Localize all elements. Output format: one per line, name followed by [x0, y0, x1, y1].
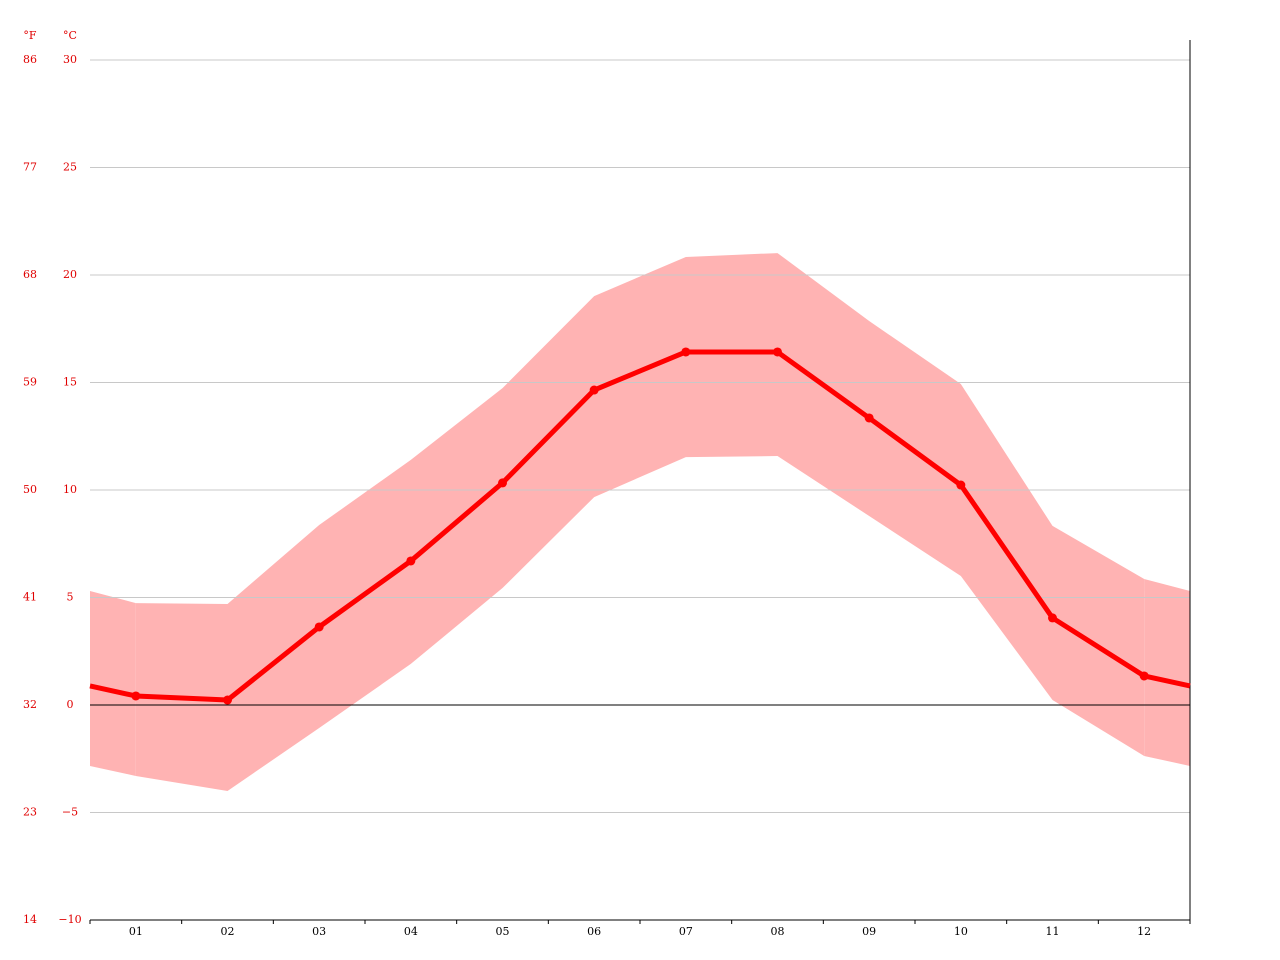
x-tick-label: 11: [1046, 925, 1060, 938]
mean-point: [1139, 671, 1149, 681]
mean-point: [498, 478, 507, 488]
y2-tick-label: 14: [23, 913, 37, 926]
y-tick-label: 5: [67, 591, 74, 604]
y2-tick-label: 41: [23, 591, 37, 604]
y-tick-label: 20: [63, 268, 77, 281]
mean-point: [1048, 613, 1057, 623]
mean-point: [773, 347, 782, 357]
y-tick-label: 15: [63, 376, 77, 389]
mean-point: [131, 691, 141, 701]
range-band-edge: [1144, 579, 1190, 766]
y2-tick-label: 68: [23, 268, 37, 281]
y2-tick-label: 59: [23, 376, 37, 389]
mean-point: [223, 695, 232, 705]
x-tick-label: 06: [587, 925, 601, 938]
mean-point: [406, 556, 416, 566]
x-tick-label: 03: [312, 925, 326, 938]
y-tick-label: 30: [63, 53, 77, 66]
mean-point: [314, 622, 324, 632]
x-tick-label: 05: [496, 925, 510, 938]
y-tick-label: 10: [63, 483, 77, 496]
x-tick-label: 09: [862, 925, 876, 938]
y2-tick-label: 77: [23, 161, 37, 174]
y2-tick-label: 23: [23, 806, 37, 819]
line-edge: [1143, 673, 1191, 689]
mean-point: [589, 385, 599, 395]
mean-line: [135, 349, 1146, 703]
y2-axis-label: °F: [23, 29, 37, 42]
x-tick-label: 02: [221, 925, 235, 938]
x-tick-label: 07: [679, 925, 693, 938]
x-tick-label: 04: [404, 925, 418, 938]
y-tick-label: 0: [67, 698, 74, 711]
x-tick-label: 01: [129, 925, 143, 938]
x-tick-label: 10: [954, 925, 968, 938]
y-axis-label: °C: [63, 29, 77, 42]
x-tick-label: 12: [1137, 925, 1151, 938]
y2-tick-label: 50: [23, 483, 37, 496]
range-band-edge: [90, 591, 136, 776]
mean-point: [956, 480, 966, 490]
mean-point: [864, 413, 874, 423]
y2-tick-label: 86: [23, 53, 37, 66]
range-band: [135, 253, 1145, 791]
y-tick-label: −5: [62, 806, 78, 819]
mean-point: [681, 347, 691, 357]
y2-tick-label: 32: [23, 698, 37, 711]
line-edge: [89, 683, 137, 699]
y-tick-label: −10: [58, 913, 81, 926]
x-tick-label: 08: [771, 925, 785, 938]
y-tick-label: 25: [63, 161, 77, 174]
